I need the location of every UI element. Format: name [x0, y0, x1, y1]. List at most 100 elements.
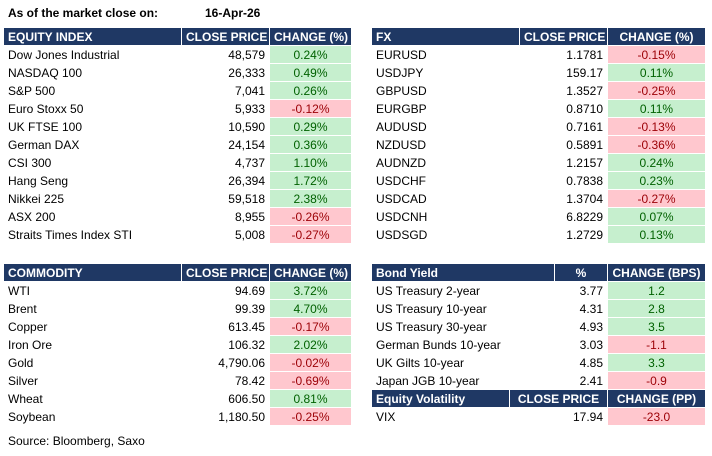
- change-cell: -0.02%: [270, 354, 352, 372]
- row-label: WTI: [4, 282, 182, 300]
- data-row: Japan JGB 10-year 2.41 -0.9: [372, 372, 706, 390]
- value-cell: 5,008: [182, 226, 270, 244]
- value-cell: 78.42: [182, 372, 270, 390]
- row-label: Dow Jones Industrial: [4, 46, 182, 64]
- value-cell: 1.1781: [520, 46, 608, 64]
- value-cell: 1.3527: [520, 82, 608, 100]
- change-cell: 3.5: [608, 318, 706, 336]
- data-row: Copper 613.45 -0.17%: [4, 318, 352, 336]
- value-cell: 1.2729: [520, 226, 608, 244]
- column-header: CHANGE (BPS): [608, 264, 706, 282]
- data-row: German DAX 24,154 0.36%: [4, 136, 352, 154]
- data-row: VIX 17.94 -23.0: [372, 408, 706, 426]
- value-cell: 606.50: [182, 390, 270, 408]
- value-cell: 7,041: [182, 82, 270, 100]
- row-label: NZDUSD: [372, 136, 520, 154]
- value-cell: 59,518: [182, 190, 270, 208]
- data-row: USDSGD 1.2729 0.13%: [372, 226, 706, 244]
- row-label: Silver: [4, 372, 182, 390]
- column-header: CHANGE (%): [270, 28, 352, 46]
- row-label: GBPUSD: [372, 82, 520, 100]
- row-label: German Bunds 10-year: [372, 336, 555, 354]
- change-cell: -1.1: [608, 336, 706, 354]
- value-cell: 0.8710: [520, 100, 608, 118]
- column-header: FX: [372, 28, 520, 46]
- data-row: Soybean 1,180.50 -0.25%: [4, 408, 352, 426]
- data-row: EURUSD 1.1781 -0.15%: [372, 46, 706, 64]
- value-cell: 613.45: [182, 318, 270, 336]
- row-label: Brent: [4, 300, 182, 318]
- data-row: UK FTSE 100 10,590 0.29%: [4, 118, 352, 136]
- change-cell: 0.36%: [270, 136, 352, 154]
- value-cell: 3.77: [555, 282, 608, 300]
- data-row: Straits Times Index STI 5,008 -0.27%: [4, 226, 352, 244]
- change-cell: 0.07%: [608, 208, 706, 226]
- table: COMMODITY CLOSE PRICE CHANGE (%) WTI 94.69 3.…: [4, 264, 352, 426]
- change-cell: 1.10%: [270, 154, 352, 172]
- data-row: AUDNZD 1.2157 0.24%: [372, 154, 706, 172]
- data-row: German Bunds 10-year 3.03 -1.1: [372, 336, 706, 354]
- change-cell: -23.0: [608, 408, 706, 426]
- change-cell: -0.27%: [270, 226, 352, 244]
- value-cell: 4,737: [182, 154, 270, 172]
- value-cell: 159.17: [520, 64, 608, 82]
- data-row: Dow Jones Industrial 48,579 0.24%: [4, 46, 352, 64]
- value-cell: 26,394: [182, 172, 270, 190]
- column-header: Equity Volatility: [372, 390, 510, 408]
- value-cell: 2.41: [555, 372, 608, 390]
- data-row: Hang Seng 26,394 1.72%: [4, 172, 352, 190]
- value-cell: 24,154: [182, 136, 270, 154]
- column-header: CLOSE PRICE: [510, 390, 608, 408]
- row-label: Iron Ore: [4, 336, 182, 354]
- row-label: VIX: [372, 408, 510, 426]
- change-cell: -0.25%: [608, 82, 706, 100]
- change-cell: 4.70%: [270, 300, 352, 318]
- value-cell: 0.7838: [520, 172, 608, 190]
- value-cell: 0.7161: [520, 118, 608, 136]
- table: EQUITY INDEX CLOSE PRICE CHANGE (%) Dow Jon…: [4, 28, 352, 244]
- row-label: USDCHF: [372, 172, 520, 190]
- change-cell: 0.81%: [270, 390, 352, 408]
- row-label: AUDUSD: [372, 118, 520, 136]
- header-row: COMMODITY CLOSE PRICE CHANGE (%): [4, 264, 352, 282]
- row-label: Nikkei 225: [4, 190, 182, 208]
- data-row: US Treasury 2-year 3.77 1.2: [372, 282, 706, 300]
- change-cell: -0.26%: [270, 208, 352, 226]
- value-cell: 26,333: [182, 64, 270, 82]
- data-row: Euro Stoxx 50 5,933 -0.12%: [4, 100, 352, 118]
- data-row: USDCAD 1.3704 -0.27%: [372, 190, 706, 208]
- column-header: CHANGE (%): [270, 264, 352, 282]
- column-header: Bond Yield: [372, 264, 555, 282]
- value-cell: 6.8229: [520, 208, 608, 226]
- source: Source: Bloomberg, Saxo: [8, 434, 145, 448]
- column-header: EQUITY INDEX: [4, 28, 182, 46]
- data-row: NASDAQ 100 26,333 0.49%: [4, 64, 352, 82]
- as-of-label: As of the market close on:: [8, 6, 159, 20]
- value-cell: 5,933: [182, 100, 270, 118]
- column-header: %: [555, 264, 608, 282]
- value-cell: 106.32: [182, 336, 270, 354]
- table: Bond Yield% CHANGE (BPS) US Treasury 2-yea…: [372, 264, 706, 390]
- change-cell: 1.72%: [270, 172, 352, 190]
- data-row: Brent 99.39 4.70%: [4, 300, 352, 318]
- value-cell: 8,955: [182, 208, 270, 226]
- data-row: USDJPY 159.17 0.11%: [372, 64, 706, 82]
- data-row: UK Gilts 10-year 4.85 3.3: [372, 354, 706, 372]
- row-label: US Treasury 10-year: [372, 300, 555, 318]
- change-cell: -0.36%: [608, 136, 706, 154]
- change-cell: 0.11%: [608, 100, 706, 118]
- change-cell: 0.29%: [270, 118, 352, 136]
- row-label: Wheat: [4, 390, 182, 408]
- value-cell: 48,579: [182, 46, 270, 64]
- header-row: Equity Volatility CLOSE PRICE CHANGE (PP): [372, 390, 706, 408]
- data-row: EURGBP 0.8710 0.11%: [372, 100, 706, 118]
- header-row: EQUITY INDEX CLOSE PRICE CHANGE (%): [4, 28, 352, 46]
- data-row: USDCNH 6.8229 0.07%: [372, 208, 706, 226]
- change-cell: -0.9: [608, 372, 706, 390]
- change-cell: 0.23%: [608, 172, 706, 190]
- column-header: COMMODITY: [4, 264, 182, 282]
- data-row: US Treasury 10-year 4.31 2.8: [372, 300, 706, 318]
- column-header: CLOSE PRICE: [182, 28, 270, 46]
- table: Equity Volatility CLOSE PRICE CHANGE (PP) V…: [372, 390, 706, 426]
- change-cell: 2.38%: [270, 190, 352, 208]
